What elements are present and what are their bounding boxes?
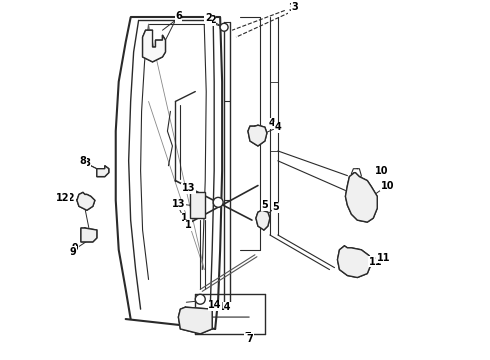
Text: 13: 13	[172, 199, 185, 209]
Text: 1: 1	[181, 213, 188, 223]
Text: 5: 5	[262, 200, 268, 210]
Text: 11: 11	[368, 257, 382, 267]
Text: 2: 2	[205, 13, 212, 23]
Polygon shape	[338, 246, 371, 278]
Text: 12: 12	[62, 193, 76, 203]
Text: 6: 6	[175, 12, 182, 21]
Circle shape	[196, 294, 205, 304]
Text: 8: 8	[79, 156, 86, 166]
Text: 5: 5	[272, 202, 279, 212]
Polygon shape	[81, 228, 97, 242]
Polygon shape	[178, 307, 212, 334]
Text: 13: 13	[182, 184, 195, 193]
Bar	[190, 193, 205, 218]
Text: 14: 14	[219, 302, 232, 312]
Text: 2: 2	[209, 15, 216, 25]
Polygon shape	[77, 193, 95, 210]
Text: 9: 9	[70, 247, 76, 257]
Polygon shape	[345, 173, 377, 222]
Text: 7: 7	[245, 332, 251, 342]
Text: 10: 10	[380, 180, 394, 190]
Text: 10: 10	[374, 166, 388, 176]
Circle shape	[220, 23, 228, 31]
Polygon shape	[248, 125, 267, 146]
Text: 4: 4	[269, 118, 275, 128]
Text: 12: 12	[56, 193, 70, 203]
Text: 4: 4	[274, 122, 281, 132]
Text: 8: 8	[83, 158, 90, 168]
Text: 3: 3	[288, 4, 295, 13]
Text: 1: 1	[185, 220, 192, 230]
Polygon shape	[143, 30, 166, 62]
Text: 3: 3	[292, 3, 298, 13]
Text: 11: 11	[376, 253, 390, 263]
Polygon shape	[256, 210, 270, 230]
Polygon shape	[97, 166, 109, 177]
Text: 7: 7	[246, 334, 253, 344]
Text: 9: 9	[72, 243, 78, 253]
Text: 14: 14	[208, 300, 222, 310]
Text: 6: 6	[175, 12, 182, 22]
Circle shape	[213, 197, 223, 207]
